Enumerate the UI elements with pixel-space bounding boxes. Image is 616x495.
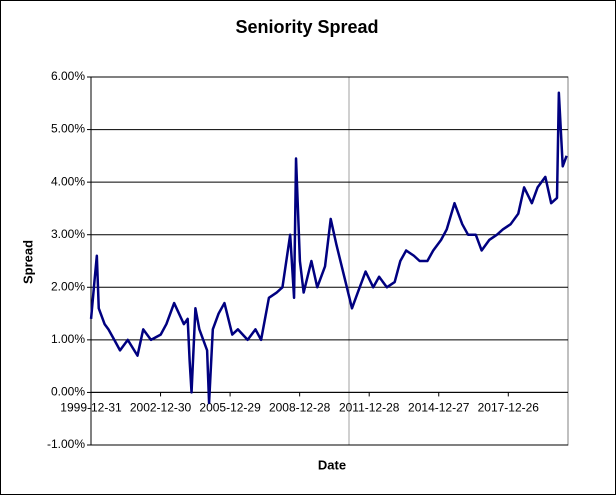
y-tick-label: 5.00% bbox=[51, 122, 85, 136]
plot-area bbox=[90, 76, 569, 446]
y-tick-label: -1.00% bbox=[47, 437, 85, 451]
x-tick-label: 2008-12-28 bbox=[269, 401, 331, 415]
y-tick-label: 0.00% bbox=[51, 385, 85, 399]
y-tick-label: 1.00% bbox=[51, 332, 85, 346]
series-line bbox=[89, 91, 568, 405]
chart-title: Seniority Spread bbox=[235, 17, 378, 37]
x-tick-label: 2011-12-28 bbox=[339, 401, 400, 415]
y-tick-label: 6.00% bbox=[51, 69, 85, 83]
x-tick-label: 2014-12-27 bbox=[408, 401, 470, 415]
x-tick-label: 2002-12-30 bbox=[130, 401, 192, 415]
x-axis-title: Date bbox=[318, 457, 346, 472]
y-tick-label: 2.00% bbox=[51, 279, 85, 293]
x-tick-label: 2005-12-29 bbox=[199, 401, 261, 415]
y-tick-label: 4.00% bbox=[51, 174, 85, 188]
y-tick-label: 3.00% bbox=[51, 227, 85, 241]
y-axis-title: Spread bbox=[20, 240, 35, 284]
x-tick-label: 2017-12-26 bbox=[478, 401, 540, 415]
x-tick-label: 1999-12-31 bbox=[60, 401, 122, 415]
